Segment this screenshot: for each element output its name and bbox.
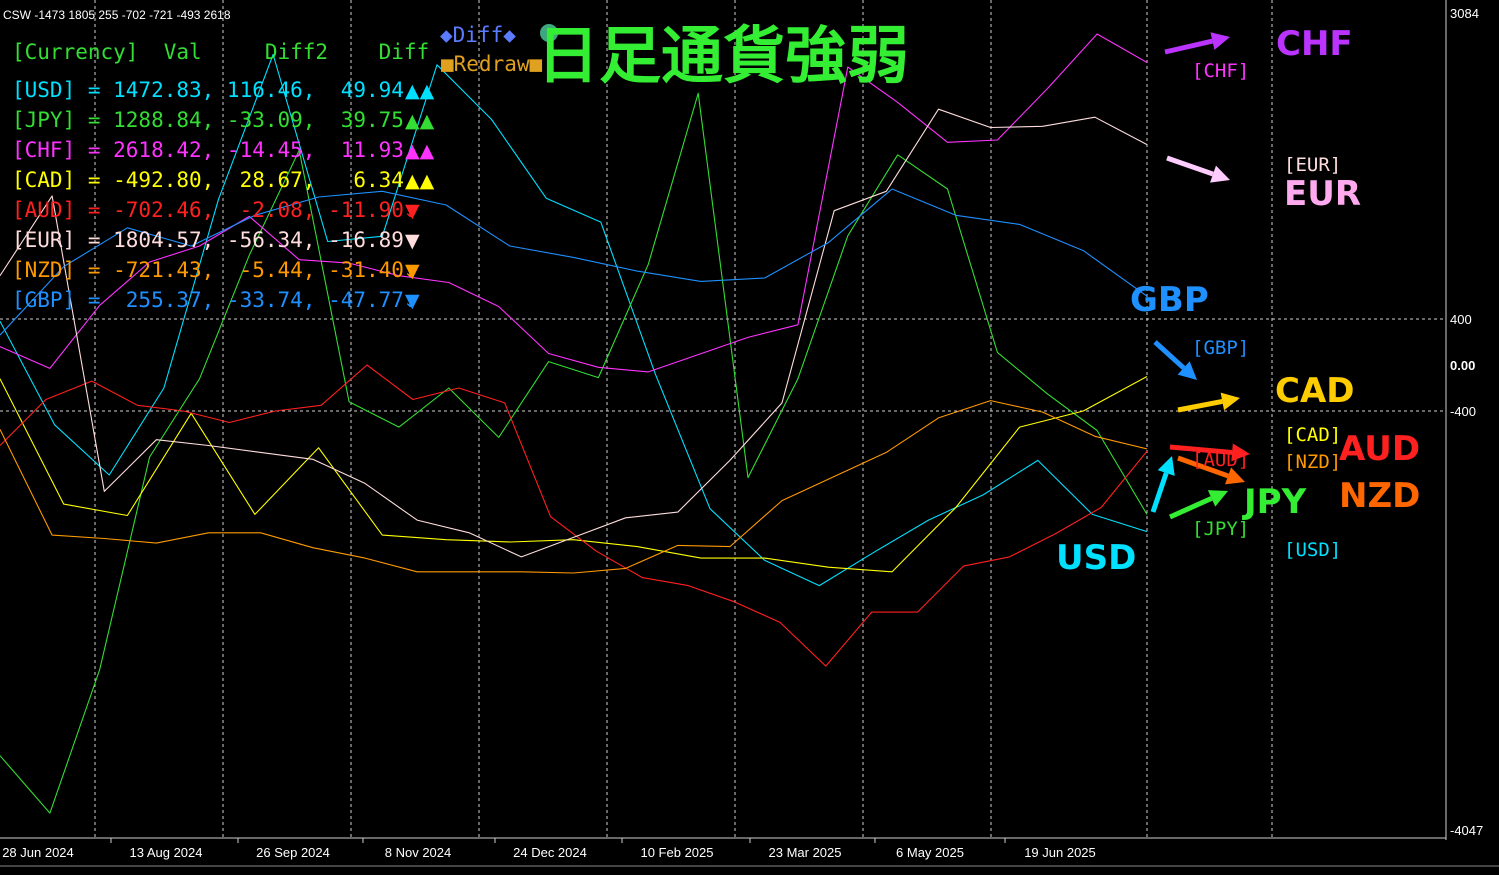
y-tick-label: -400 — [1450, 404, 1476, 419]
table-row-chf: [CHF] = 2618.42, -14.45, 11.93 — [12, 138, 404, 162]
x-tick-label: 10 Feb 2025 — [640, 845, 713, 860]
trend-arrow-icon: ▼ — [405, 260, 420, 282]
arrowhead-icon — [1220, 392, 1240, 411]
table-row-cad: [CAD] = -492.80, 28.67, 6.34 — [12, 168, 404, 192]
x-tick-label: 6 May 2025 — [896, 845, 964, 860]
x-tick-label: 26 Sep 2024 — [256, 845, 330, 860]
arrowhead-icon — [1207, 490, 1228, 507]
bracket-label-usd: [USD] — [1284, 539, 1341, 561]
bracket-label-aud: [AUD] — [1192, 449, 1249, 471]
series-line-nzd — [0, 400, 1148, 574]
currency-label-chf: CHF — [1276, 24, 1353, 64]
currency-label-aud: AUD — [1339, 429, 1420, 469]
trend-arrow-icon: ▲▲ — [405, 140, 435, 162]
table-row-aud: [AUD] = -702.46, -2.08, -11.90↓ — [12, 198, 417, 222]
y-tick-label: 400 — [1450, 312, 1472, 327]
bracket-label-jpy: [JPY] — [1192, 518, 1249, 540]
series-line-eur — [0, 108, 1148, 558]
series-line-gbp — [0, 188, 1148, 336]
direction-arrow-icon — [1169, 444, 1233, 455]
chart-title: 日足通貨強弱 — [537, 19, 909, 92]
currency-label-nzd: NZD — [1339, 476, 1420, 516]
direction-arrow-icon — [1166, 155, 1214, 177]
y-axis-labels: 3084 400 0.00 -400 -4047 — [1450, 6, 1483, 838]
series-lines — [0, 33, 1148, 814]
table-row-usd: [USD] = 1472.83, 116.46, 49.94 — [12, 78, 404, 102]
x-tick-label: 13 Aug 2024 — [129, 845, 202, 860]
table-row-eur: [EUR] = 1804.57, -56.34, -16.89 — [12, 228, 404, 252]
diff-dot-icon — [540, 24, 558, 42]
direction-arrows — [1150, 32, 1250, 520]
bracket-label-gbp: [GBP] — [1192, 337, 1249, 359]
series-line-chf — [0, 33, 1148, 373]
indicator-label: CSW -1473 1805 255 -702 -721 -493 2618 — [3, 8, 231, 22]
bracket-label-chf: [CHF] — [1192, 60, 1249, 82]
arrowhead-icon — [1210, 32, 1230, 50]
currency-name-labels: CHF EUR GBP CAD AUD NZD JPY USD — [1056, 24, 1420, 578]
direction-arrow-icon — [1150, 472, 1169, 513]
x-tick-label: 28 Jun 2024 — [2, 845, 74, 860]
y-tick-label: 0.00 — [1450, 358, 1475, 373]
direction-arrow-icon — [1153, 340, 1186, 370]
direction-arrow-icon — [1164, 38, 1214, 55]
currency-table: [Currency] Val Diff2 Diff [USD] = 1472.8… — [12, 40, 435, 312]
trend-arrow-icon: ▼ — [405, 230, 420, 252]
series-line-aud — [0, 364, 1148, 667]
trend-arrow-icon: ▼ — [405, 290, 420, 312]
trend-arrow-icon: ▲▲ — [405, 170, 435, 192]
arrowhead-icon — [1157, 456, 1175, 476]
trend-arrow-icon: ▲▲ — [405, 110, 435, 132]
direction-arrow-icon — [1177, 455, 1229, 479]
x-tick-label: 23 Mar 2025 — [769, 845, 842, 860]
currency-label-gbp: GBP — [1130, 280, 1209, 320]
arrowhead-icon — [1177, 361, 1197, 380]
direction-arrow-icon — [1177, 398, 1223, 413]
trend-arrow-icon: ▲▲ — [405, 80, 435, 102]
bracket-label-nzd: [NZD] — [1284, 451, 1341, 473]
y-tick-label: 3084 — [1450, 6, 1479, 21]
currency-label-jpy: JPY — [1242, 482, 1307, 522]
table-row-nzd: [NZD] = -721.43, -5.44, -31.40↓ — [12, 258, 417, 282]
currency-label-usd: USD — [1056, 538, 1136, 578]
direction-arrow-icon — [1168, 496, 1213, 520]
x-tick-label: 24 Dec 2024 — [513, 845, 587, 860]
arrowhead-icon — [1231, 443, 1250, 462]
redraw-button[interactable]: ■Redraw■ — [441, 52, 543, 76]
bracket-label-cad: [CAD] — [1284, 424, 1341, 446]
x-tick-label: 8 Nov 2024 — [385, 845, 452, 860]
series-line-jpy — [0, 92, 1148, 814]
grid — [0, 0, 1446, 838]
arrowhead-icon — [1210, 165, 1230, 183]
diff-button[interactable]: ◆Diff◆ — [440, 23, 516, 47]
arrowhead-icon — [1225, 467, 1245, 485]
table-header: [Currency] Val Diff2 Diff — [12, 40, 429, 64]
currency-label-cad: CAD — [1275, 371, 1355, 411]
x-tick-label: 19 Jun 2025 — [1024, 845, 1096, 860]
trend-arrow-icon: ▼ — [405, 200, 420, 222]
bracket-labels: [CHF] [EUR] [GBP] [CAD] [AUD] [NZD] [JPY] [USD] — [1192, 60, 1341, 561]
bracket-label-eur: [EUR] — [1284, 154, 1341, 176]
table-row-gbp: [GBP] = 255.37, -33.74, -47.77↓ — [12, 288, 417, 312]
y-tick-label: -4047 — [1450, 823, 1483, 838]
table-row-jpy: [JPY] = 1288.84, -33.09, 39.75 — [12, 108, 404, 132]
currency-label-eur: EUR — [1284, 174, 1361, 214]
x-axis-labels: 28 Jun 2024 13 Aug 2024 26 Sep 2024 8 Nov 2… — [2, 838, 1096, 860]
